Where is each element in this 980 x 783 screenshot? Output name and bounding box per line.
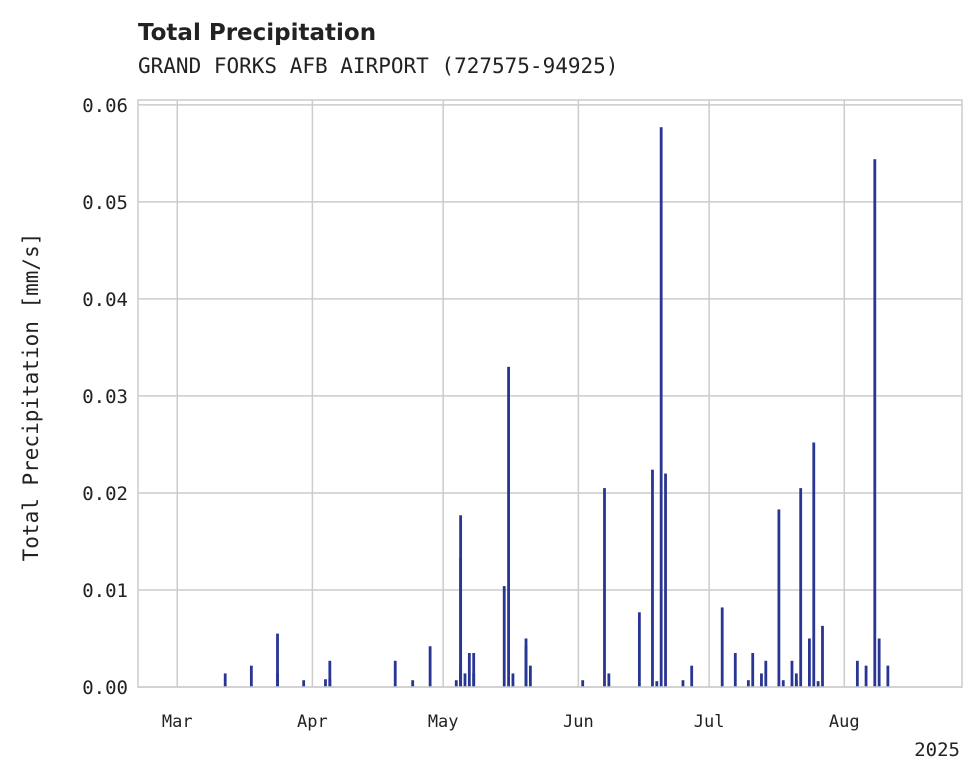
precipitation-bar: [655, 681, 659, 687]
precipitation-bar: [664, 473, 667, 687]
precipitation-bar: [524, 646, 528, 687]
precipitation-bar: [799, 488, 803, 687]
precipitation-bar: [472, 673, 476, 687]
x-tick-label: Aug: [829, 712, 860, 732]
y-tick-label: 0.05: [82, 192, 128, 214]
precipitation-bar: [681, 680, 685, 687]
precipitation-bar: [454, 680, 458, 687]
precipitation-bar: [276, 673, 279, 687]
precipitation-bar: [764, 660, 768, 687]
precipitation-bar: [502, 586, 506, 687]
precipitation-bar: [733, 653, 737, 687]
precipitation-bar: [659, 127, 663, 688]
y-tick-label: 0.06: [82, 95, 128, 117]
y-axis-label: Total Precipitation [mm/s]: [19, 233, 43, 562]
precipitation-bar: [223, 673, 227, 687]
precipitation-bar: [328, 679, 332, 687]
precipitation-bar: [393, 660, 397, 687]
precipitation-bar: [886, 665, 890, 687]
precipitation-bar: [812, 442, 816, 687]
precipitation-bar: [808, 638, 811, 687]
precipitation-bar: [720, 607, 724, 687]
precipitation-bar: [855, 660, 859, 687]
x-tick-label: May: [428, 712, 459, 732]
precipitation-bar: [777, 509, 781, 687]
precipitation-bar: [821, 625, 824, 687]
precipitation-bar: [607, 673, 611, 687]
plot-frame: [137, 99, 963, 688]
x-tick-label: Jul: [694, 712, 725, 732]
x-axis-ticks: Mar Apr May Jun Jul Aug: [162, 712, 860, 732]
precipitation-bar: [276, 633, 279, 687]
y-tick-label: 0.00: [82, 677, 128, 699]
precipitation-bar: [528, 665, 532, 687]
precipitation-bar: [428, 646, 432, 687]
precipitation-bar: [302, 680, 306, 687]
precipitation-bar: [411, 680, 415, 687]
precipitation-bar: [746, 680, 750, 687]
precipitation-bar: [873, 159, 877, 687]
y-tick-label: 0.01: [82, 580, 128, 602]
precipitation-bar: [651, 469, 654, 687]
precipitation-bar: [507, 366, 510, 687]
precipitation-bar: [637, 612, 641, 687]
precipitation-bar: [751, 653, 755, 687]
precipitation-bar: [459, 515, 463, 687]
precipitation-bar: [760, 673, 763, 687]
precipitation-bar: [864, 665, 868, 687]
chart-title: Total Precipitation: [138, 20, 376, 46]
precipitation-bar: [459, 665, 463, 687]
precipitation-bar: [324, 679, 327, 687]
y-tick-label: 0.02: [82, 483, 128, 505]
x-axis-year-label: 2025: [914, 739, 960, 761]
precipitation-bar: [816, 681, 820, 687]
precipitation-bar: [472, 653, 476, 687]
precipitation-bar: [603, 488, 606, 687]
x-tick-label: Apr: [297, 712, 328, 732]
precipitation-bar: [581, 680, 585, 687]
precipitation-bar: [467, 653, 471, 687]
precipitation-bar: [511, 673, 515, 687]
x-tick-label: Mar: [162, 712, 193, 732]
bars-group: [223, 127, 890, 688]
y-tick-label: 0.03: [82, 386, 128, 408]
precipitation-bar: [249, 665, 253, 687]
x-tick-label: Jun: [563, 712, 594, 732]
precipitation-bar: [794, 673, 798, 687]
precipitation-bar: [877, 638, 881, 687]
grid-lines: [138, 100, 962, 688]
y-tick-label: 0.04: [82, 289, 128, 311]
precipitation-bar: [690, 665, 694, 687]
chart-subtitle: GRAND FORKS AFB AIRPORT (727575-94925): [138, 54, 618, 78]
precipitation-bar: [463, 673, 467, 687]
precipitation-bar: [790, 660, 794, 687]
precipitation-bar: [328, 660, 332, 687]
y-axis-ticks: 0.00 0.01 0.02 0.03 0.04 0.05 0.06: [82, 95, 128, 699]
precipitation-bar: [781, 680, 785, 687]
